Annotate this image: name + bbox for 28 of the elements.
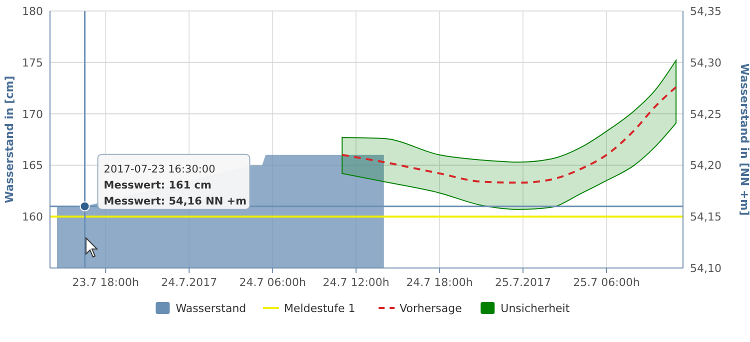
legend-label: Vorhersage xyxy=(400,302,462,315)
x-tick-label: 24.7.2017 xyxy=(161,276,218,289)
annotation: Messwert: 161 cm xyxy=(104,179,212,192)
y2-tick-label: 54,15 xyxy=(690,210,722,224)
y-tick-label: 160 xyxy=(22,210,43,224)
y2-tick-label: 54,25 xyxy=(690,108,722,121)
y2-tick-label: 54,10 xyxy=(690,262,722,275)
x-tick-label: 24.7 12:00h xyxy=(322,276,390,289)
x-tick-label: 23.7 18:00h xyxy=(72,276,139,289)
x-tick-label: 24.7 06:00h xyxy=(239,276,306,289)
y2-tick-label: 54,30 xyxy=(690,56,722,70)
y2-tick-label: 54,20 xyxy=(690,159,722,172)
y-tick-label: 165 xyxy=(22,159,43,172)
line-series xyxy=(341,86,678,184)
y2-tick-label: 54,35 xyxy=(690,5,722,18)
annotation: Messwert: 54,16 NN +m xyxy=(104,195,247,208)
y-tick-label: 175 xyxy=(22,56,43,70)
x-tick-label: 25.7 06:00h xyxy=(573,276,640,289)
y-axis-title: Wasserstand in [cm] xyxy=(3,76,16,204)
legend-label: Unsicherheit xyxy=(500,302,570,315)
x-tick-label: 25.7.2017 xyxy=(495,276,552,289)
y2-axis-title: Wasserstand in [NN +m] xyxy=(738,63,750,216)
annotation: 2017-07-23 16:30:00 xyxy=(104,163,216,176)
legend-label: Meldestufe 1 xyxy=(284,302,356,315)
legend-label: Wasserstand xyxy=(176,302,246,315)
x-tick-label: 24.7 18:00h xyxy=(406,276,473,289)
y-tick-label: 170 xyxy=(22,108,43,121)
y-tick-label: 180 xyxy=(22,5,43,18)
